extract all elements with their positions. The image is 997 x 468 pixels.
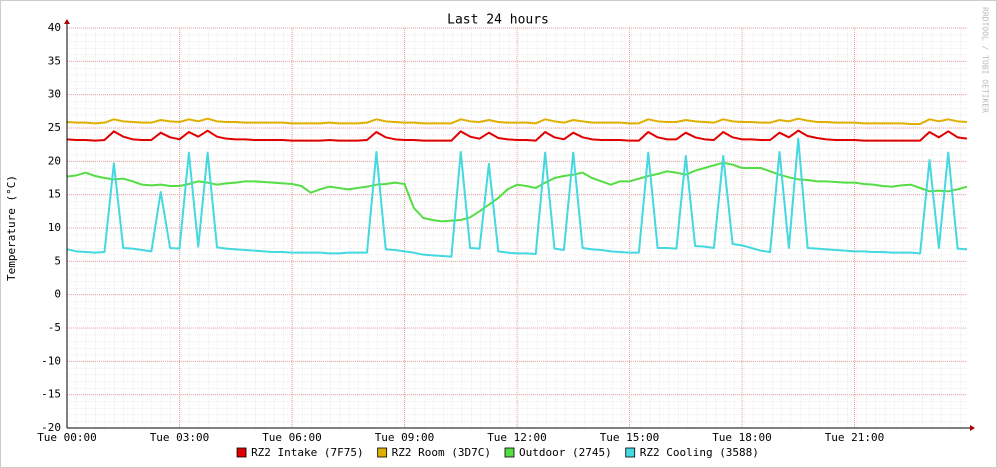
y-tick-label: 5	[54, 254, 61, 267]
labels: -20 -15 -10 -5 0 5 10 15 20 25 30 35 40 Tue 00:00 Tue …	[37, 21, 884, 444]
x-tick-label: Tue 03:00	[150, 431, 210, 444]
y-tick-label: 20	[48, 154, 61, 167]
legend-label: Outdoor (2745)	[519, 446, 612, 459]
y-tick-label: -20	[41, 421, 61, 434]
y-tick-label: 40	[48, 21, 61, 34]
y-tick-label: -15	[41, 388, 61, 401]
y-tick-label: 30	[48, 88, 61, 101]
plot-lines	[66, 117, 968, 258]
x-tick-label: Tue 00:00	[37, 431, 97, 444]
series-line	[66, 161, 968, 223]
legend-label: RZ2 Room (3D7C)	[392, 446, 491, 459]
axis-arrow	[970, 425, 975, 431]
x-tick-label: Tue 12:00	[487, 431, 547, 444]
watermark: RRDTOOL / TOBI OETIKER	[981, 7, 990, 113]
chart-title: Last 24 hours	[447, 13, 549, 28]
legend-swatch	[377, 447, 388, 458]
x-tick-label: Tue 21:00	[825, 431, 885, 444]
x-tick-label: Tue 15:00	[600, 431, 660, 444]
y-tick-label: -5	[48, 321, 61, 334]
legend-label: RZ2 Cooling (3588)	[640, 446, 759, 459]
x-tick-label: Tue 18:00	[712, 431, 772, 444]
legend-swatch	[236, 447, 247, 458]
series-line	[66, 129, 968, 142]
x-tick-label: Tue 06:00	[262, 431, 322, 444]
y-tick-label: 0	[54, 288, 61, 301]
legend-label: RZ2 Intake (7F75)	[251, 446, 364, 459]
legend-swatch	[625, 447, 636, 458]
x-tick-label: Tue 09:00	[375, 431, 435, 444]
legend: RZ2 Intake (7F75) RZ2 Room (3D7C) Outdoor …	[236, 446, 759, 459]
series-line	[66, 117, 968, 125]
y-tick-label: -10	[41, 354, 61, 367]
y-tick-label: 35	[48, 54, 61, 67]
y-tick-label: 10	[48, 221, 61, 234]
y-tick-label: 25	[48, 121, 61, 134]
legend-swatch	[504, 447, 515, 458]
y-axis-label: Temperature (°C)	[5, 175, 18, 281]
y-tick-label: 15	[48, 188, 61, 201]
series-line	[66, 137, 968, 258]
axis-arrow	[64, 19, 70, 24]
